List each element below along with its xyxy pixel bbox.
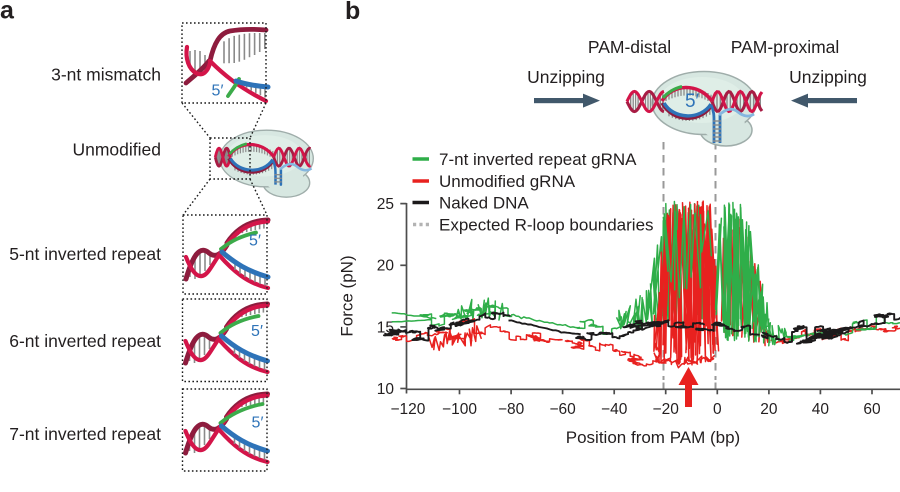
svg-text:5′: 5′ bbox=[252, 415, 264, 432]
svg-text:Force (pN): Force (pN) bbox=[338, 255, 357, 336]
svg-text:Position from PAM (bp): Position from PAM (bp) bbox=[566, 428, 740, 447]
svg-text:PAM-distal: PAM-distal bbox=[588, 37, 671, 57]
svg-text:60: 60 bbox=[863, 401, 881, 418]
svg-text:5′: 5′ bbox=[251, 323, 263, 340]
svg-text:40: 40 bbox=[812, 401, 830, 418]
svg-text:5′: 5′ bbox=[212, 83, 224, 100]
svg-text:−120: −120 bbox=[390, 401, 425, 418]
svg-text:15: 15 bbox=[377, 319, 394, 336]
svg-text:Naked DNA: Naked DNA bbox=[439, 194, 529, 213]
svg-text:6-nt inverted repeat: 6-nt inverted repeat bbox=[9, 331, 161, 351]
svg-text:3-nt mismatch: 3-nt mismatch bbox=[51, 65, 161, 85]
svg-text:Unzipping: Unzipping bbox=[789, 67, 867, 87]
svg-text:Expected R-loop boundaries: Expected R-loop boundaries bbox=[439, 216, 654, 235]
svg-text:20: 20 bbox=[760, 401, 778, 418]
svg-text:Unmodified: Unmodified bbox=[72, 140, 161, 160]
svg-text:10: 10 bbox=[377, 381, 395, 398]
svg-text:25: 25 bbox=[377, 196, 394, 213]
svg-text:7-nt inverted repeat: 7-nt inverted repeat bbox=[9, 424, 161, 444]
svg-text:Unmodified gRNA: Unmodified gRNA bbox=[439, 172, 576, 191]
svg-text:a: a bbox=[0, 0, 15, 25]
svg-text:5′: 5′ bbox=[249, 233, 261, 250]
svg-text:0: 0 bbox=[713, 401, 722, 418]
svg-text:20: 20 bbox=[377, 258, 395, 275]
svg-text:−40: −40 bbox=[601, 401, 628, 418]
svg-text:−60: −60 bbox=[549, 401, 576, 418]
svg-text:5-nt inverted repeat: 5-nt inverted repeat bbox=[9, 244, 161, 264]
svg-text:Unzipping: Unzipping bbox=[527, 67, 605, 87]
svg-text:7-nt inverted repeat gRNA: 7-nt inverted repeat gRNA bbox=[439, 150, 637, 169]
svg-text:PAM-proximal: PAM-proximal bbox=[731, 37, 840, 57]
svg-text:b: b bbox=[345, 0, 360, 25]
svg-text:−100: −100 bbox=[442, 401, 477, 418]
svg-text:−80: −80 bbox=[498, 401, 525, 418]
svg-text:−20: −20 bbox=[653, 401, 680, 418]
